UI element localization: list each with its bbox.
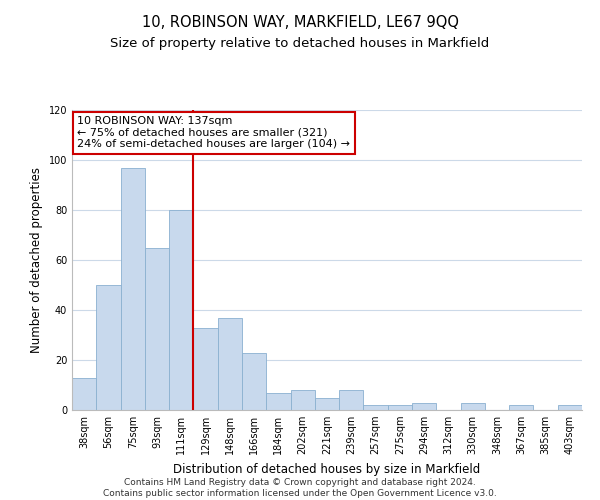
X-axis label: Distribution of detached houses by size in Markfield: Distribution of detached houses by size … <box>173 462 481 475</box>
Text: Contains HM Land Registry data © Crown copyright and database right 2024.
Contai: Contains HM Land Registry data © Crown c… <box>103 478 497 498</box>
Bar <box>72 378 96 410</box>
Text: 10 ROBINSON WAY: 137sqm
← 75% of detached houses are smaller (321)
24% of semi-d: 10 ROBINSON WAY: 137sqm ← 75% of detache… <box>77 116 350 149</box>
Bar <box>339 390 364 410</box>
Text: 10, ROBINSON WAY, MARKFIELD, LE67 9QQ: 10, ROBINSON WAY, MARKFIELD, LE67 9QQ <box>142 15 458 30</box>
Text: Size of property relative to detached houses in Markfield: Size of property relative to detached ho… <box>110 38 490 51</box>
Bar <box>558 405 582 410</box>
Bar <box>509 405 533 410</box>
Bar <box>388 405 412 410</box>
Y-axis label: Number of detached properties: Number of detached properties <box>30 167 43 353</box>
Bar <box>315 398 339 410</box>
Bar <box>290 390 315 410</box>
Bar <box>121 168 145 410</box>
Bar <box>266 392 290 410</box>
Bar <box>412 402 436 410</box>
Bar <box>218 318 242 410</box>
Bar <box>96 285 121 410</box>
Bar <box>242 352 266 410</box>
Bar <box>193 328 218 410</box>
Bar <box>145 248 169 410</box>
Bar <box>169 210 193 410</box>
Bar <box>461 402 485 410</box>
Bar <box>364 405 388 410</box>
